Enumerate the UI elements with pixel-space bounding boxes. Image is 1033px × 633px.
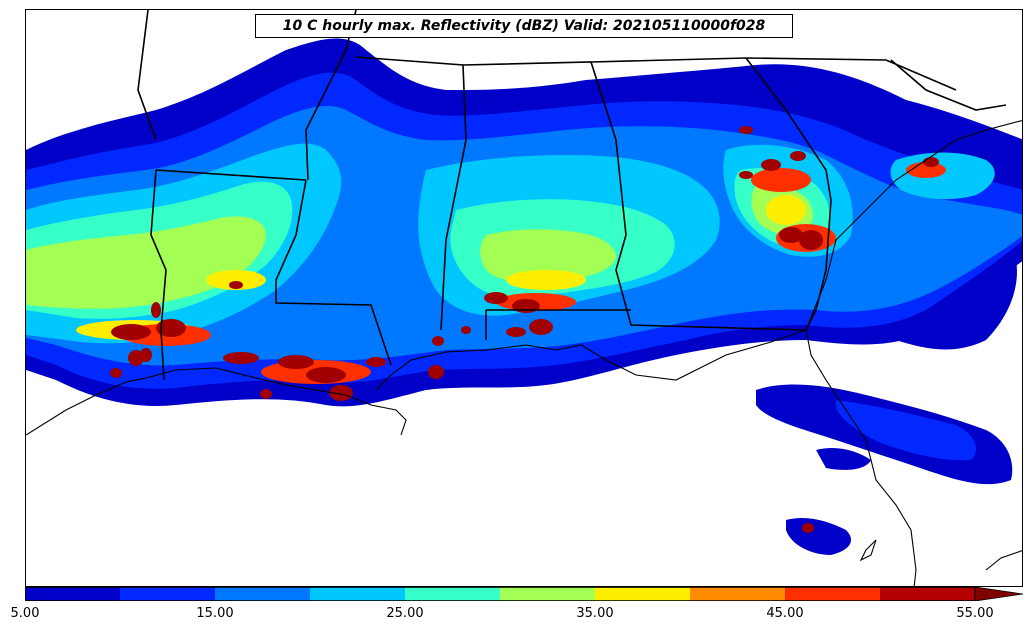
reflectivity-field-50-55	[110, 126, 939, 533]
colorbar-tick-label: 25.00	[386, 606, 424, 621]
colorbar-bin-2	[215, 587, 310, 601]
colorbar-bin-8	[785, 587, 880, 601]
colorbar-tick-label: 5.00	[10, 606, 40, 621]
coastlines	[26, 119, 1022, 586]
colorbar-bin-6	[595, 587, 690, 601]
state-borders	[137, 10, 1007, 381]
colorbar-bin-0	[25, 587, 120, 601]
colorbar-extend-arrow	[974, 587, 1024, 601]
reflectivity-map	[26, 10, 1022, 586]
colorbar-bin-4	[405, 587, 500, 601]
colorbar-tick-label: 45.00	[766, 606, 804, 621]
colorbar-bin-1	[120, 587, 215, 601]
colorbar-tick-label: 55.00	[956, 606, 994, 621]
colorbar-tick-label: 35.00	[576, 606, 614, 621]
colorbar	[25, 587, 1024, 601]
colorbar-bin-5	[500, 587, 595, 601]
colorbar-outline	[25, 587, 976, 601]
colorbar-bin-7	[690, 587, 785, 601]
map-frame	[25, 9, 1023, 587]
map-title: 10 C hourly max. Reflectivity (dBZ) Vali…	[255, 14, 793, 38]
colorbar-tick-label: 15.00	[196, 606, 234, 621]
colorbar-bin-3	[310, 587, 405, 601]
colorbar-bin-9	[880, 587, 975, 601]
